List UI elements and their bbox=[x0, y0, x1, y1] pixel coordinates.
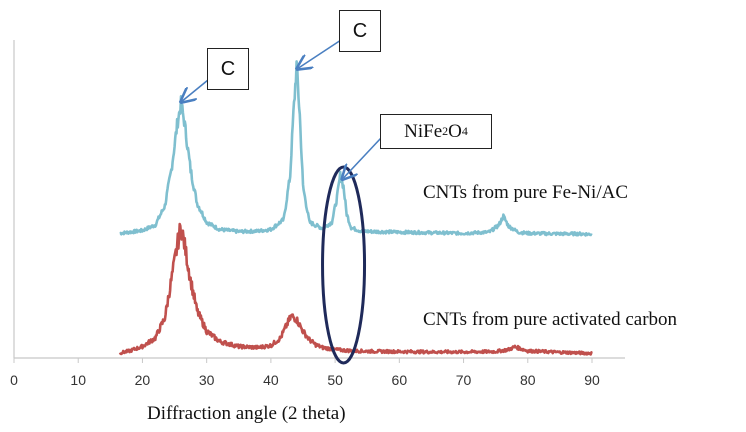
x-tick-label: 0 bbox=[10, 372, 18, 388]
arrow-c-26 bbox=[182, 79, 209, 101]
x-tick-label: 10 bbox=[70, 372, 86, 388]
x-tick-label: 70 bbox=[456, 372, 472, 388]
nife-sub1: 2 bbox=[442, 124, 449, 138]
series-layer bbox=[118, 60, 593, 356]
x-ticks: 0 10 20 30 40 50 60 70 80 90 bbox=[10, 358, 600, 388]
x-tick-label: 90 bbox=[584, 372, 600, 388]
series-label-fe-ni: CNTs from pure Fe-Ni/AC bbox=[423, 182, 629, 203]
x-tick-label: 50 bbox=[327, 372, 343, 388]
x-tick-label: 30 bbox=[199, 372, 215, 388]
arrow-nife2o4 bbox=[343, 137, 382, 178]
series-activated-carbon-line bbox=[118, 222, 593, 356]
annotation-nife2o4: NiFe 2 O 4 bbox=[380, 114, 492, 149]
series-fe-ni-ac-line bbox=[119, 60, 593, 237]
annotation-arrows bbox=[182, 39, 382, 178]
annotation-c-26: C bbox=[207, 48, 249, 90]
series-label-activated-carbon: CNTs from pure activated carbon bbox=[423, 309, 678, 330]
x-tick-label: 20 bbox=[135, 372, 151, 388]
x-axis-title: Diffraction angle (2 theta) bbox=[147, 403, 346, 424]
arrow-c-44 bbox=[299, 39, 342, 68]
nife-base: NiFe bbox=[404, 120, 443, 142]
x-tick-label: 40 bbox=[263, 372, 279, 388]
nife-sub2: 4 bbox=[461, 124, 468, 138]
x-tick-label: 80 bbox=[520, 372, 536, 388]
x-tick-label: 60 bbox=[392, 372, 408, 388]
annotation-c-44: C bbox=[339, 10, 381, 52]
nife-mid: O bbox=[448, 120, 462, 142]
